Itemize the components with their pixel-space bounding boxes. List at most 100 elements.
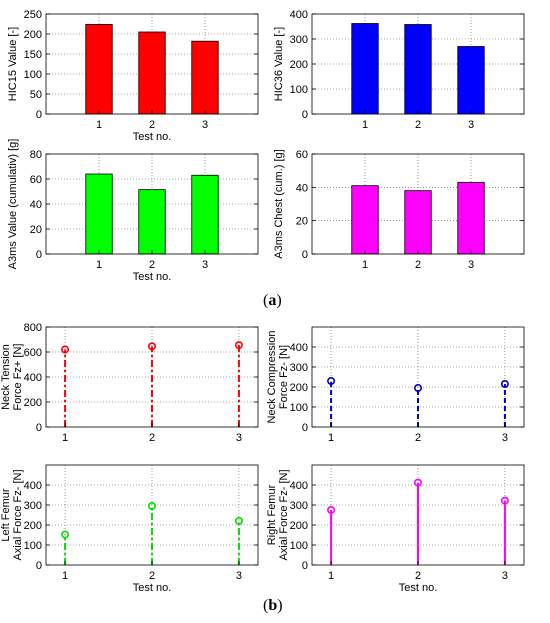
stem-marker-3 bbox=[234, 516, 243, 525]
x-tick-label: 3 bbox=[468, 119, 474, 131]
y-tick-label: 200 bbox=[24, 520, 42, 532]
y-tick-label: 100 bbox=[290, 540, 308, 552]
y-axis-label: Force Fz- [N] bbox=[278, 345, 290, 409]
y-tick-label: 250 bbox=[24, 9, 42, 21]
y-axis-label: Left Femur bbox=[0, 488, 12, 542]
y-tick-label: 100 bbox=[24, 69, 42, 81]
y-tick-label: 800 bbox=[24, 322, 42, 334]
chart-3: 0 20 40 60 80 1 2 3 Test no. A3ms Value (cumulati… bbox=[7, 139, 259, 283]
bar-2 bbox=[138, 189, 166, 255]
x-tick-label: 2 bbox=[415, 259, 421, 271]
x-tick-label: 1 bbox=[96, 119, 102, 131]
chart-2: 0 100 200 300 400 1 2 3 HIC36 Value [-] bbox=[273, 9, 525, 131]
stem-marker-3 bbox=[500, 496, 509, 505]
y-axis-label: Force Fz+ [N] bbox=[12, 344, 24, 411]
panel-label-b-text: b bbox=[268, 597, 278, 614]
chart-8: 0 100 200 300 400 1 2 3 Test no. Right Femur Axial… bbox=[266, 464, 525, 594]
y-tick-label: 20 bbox=[30, 224, 42, 236]
y-tick-label: 300 bbox=[290, 34, 308, 46]
y-tick-label: 200 bbox=[24, 29, 42, 41]
y-tick-label: 0 bbox=[36, 422, 42, 434]
x-tick-label: 3 bbox=[468, 259, 474, 271]
x-tick-label: 1 bbox=[362, 119, 368, 131]
y-tick-label: 100 bbox=[290, 402, 308, 414]
x-axis-label: Test no. bbox=[399, 582, 438, 594]
y-axis-label: Right Femur bbox=[266, 484, 278, 545]
y-tick-label: 0 bbox=[302, 560, 308, 572]
y-tick-label: 200 bbox=[290, 382, 308, 394]
x-tick-label: 2 bbox=[149, 570, 155, 582]
stem-marker-3 bbox=[500, 379, 509, 388]
stem-marker-2 bbox=[413, 383, 422, 392]
bar-2 bbox=[404, 24, 432, 115]
y-tick-label: 0 bbox=[36, 560, 42, 572]
chart-7: 0 100 200 300 400 1 2 3 Test no. Left Femur Axial … bbox=[0, 464, 259, 594]
y-tick-label: 0 bbox=[36, 249, 42, 261]
bar-3 bbox=[457, 181, 485, 255]
x-tick-label: 3 bbox=[202, 119, 208, 131]
y-axis-label: Neck Compression bbox=[266, 331, 278, 424]
x-tick-label: 3 bbox=[202, 259, 208, 271]
y-tick-label: 300 bbox=[24, 500, 42, 512]
y-axis-label: Neck Tension bbox=[0, 344, 12, 410]
y-tick-label: 50 bbox=[30, 89, 42, 101]
stem-marker-2 bbox=[148, 342, 157, 351]
y-tick-label: 300 bbox=[290, 362, 308, 374]
x-tick-label: 1 bbox=[328, 570, 334, 582]
y-tick-label: 400 bbox=[24, 480, 42, 492]
y-tick-label: 60 bbox=[30, 174, 42, 186]
chart-5: 0 200 400 600 800 1 2 3 Neck Tension Force Fz+ [N… bbox=[0, 322, 259, 444]
chart-1: 0 50 100 150 200 250 1 2 3 Test no. HIC15 Value [-… bbox=[7, 9, 259, 143]
bar-1 bbox=[351, 185, 379, 255]
y-tick-label: 0 bbox=[302, 109, 308, 121]
stem-marker-1 bbox=[327, 505, 336, 514]
y-tick-label: 200 bbox=[24, 397, 42, 409]
y-axis-label: Axial Force Fz- [N] bbox=[12, 469, 24, 560]
bar-1 bbox=[85, 173, 113, 255]
x-tick-label: 2 bbox=[415, 119, 421, 131]
stem-marker-3 bbox=[234, 341, 243, 350]
bar-2 bbox=[404, 190, 432, 255]
bar-3 bbox=[191, 174, 219, 255]
y-tick-label: 100 bbox=[290, 84, 308, 96]
y-tick-label: 100 bbox=[24, 540, 42, 552]
x-tick-label: 2 bbox=[149, 432, 155, 444]
y-tick-label: 400 bbox=[290, 480, 308, 492]
y-axis-label: A3ms Chest (cum.) [g] bbox=[273, 149, 285, 258]
stem-marker-1 bbox=[327, 376, 336, 385]
y-tick-label: 150 bbox=[24, 49, 42, 61]
y-tick-label: 40 bbox=[296, 182, 308, 194]
x-tick-label: 1 bbox=[328, 432, 334, 444]
y-tick-label: 400 bbox=[290, 9, 308, 21]
stem-marker-1 bbox=[61, 530, 70, 539]
panel-label-a-text: a bbox=[268, 292, 277, 309]
bar-3 bbox=[457, 46, 485, 115]
panel-label-b: (b) bbox=[263, 597, 283, 614]
x-tick-label: 1 bbox=[96, 259, 102, 271]
x-tick-label: 2 bbox=[149, 119, 155, 131]
x-tick-label: 1 bbox=[62, 432, 68, 444]
y-tick-label: 200 bbox=[290, 59, 308, 71]
x-tick-label: 2 bbox=[415, 570, 421, 582]
x-axis-label: Test no. bbox=[133, 271, 172, 283]
x-tick-label: 1 bbox=[362, 259, 368, 271]
bar-3 bbox=[191, 40, 219, 115]
y-tick-label: 0 bbox=[302, 422, 308, 434]
chart-6: 0 100 200 300 400 1 2 3 Neck Compression Force Fz… bbox=[266, 326, 525, 444]
stem-marker-2 bbox=[148, 501, 157, 510]
x-tick-label: 2 bbox=[149, 259, 155, 271]
x-tick-label: 2 bbox=[415, 432, 421, 444]
y-tick-label: 20 bbox=[296, 216, 308, 228]
y-axis-label: A3ms Value (cumulativ) [g] bbox=[7, 139, 19, 270]
y-tick-label: 0 bbox=[36, 109, 42, 121]
y-axis-label: HIC15 Value [-] bbox=[7, 27, 19, 101]
y-axis-label: Axial Force Fz- [N] bbox=[278, 469, 290, 560]
chart-4: 0 20 40 60 1 2 3 A3ms Chest (cum.) [g] bbox=[273, 149, 525, 271]
stem-marker-2 bbox=[413, 478, 422, 487]
y-tick-label: 40 bbox=[30, 199, 42, 211]
x-tick-label: 1 bbox=[62, 570, 68, 582]
x-axis-label: Test no. bbox=[133, 582, 172, 594]
y-tick-label: 80 bbox=[30, 149, 42, 161]
x-tick-label: 3 bbox=[236, 432, 242, 444]
